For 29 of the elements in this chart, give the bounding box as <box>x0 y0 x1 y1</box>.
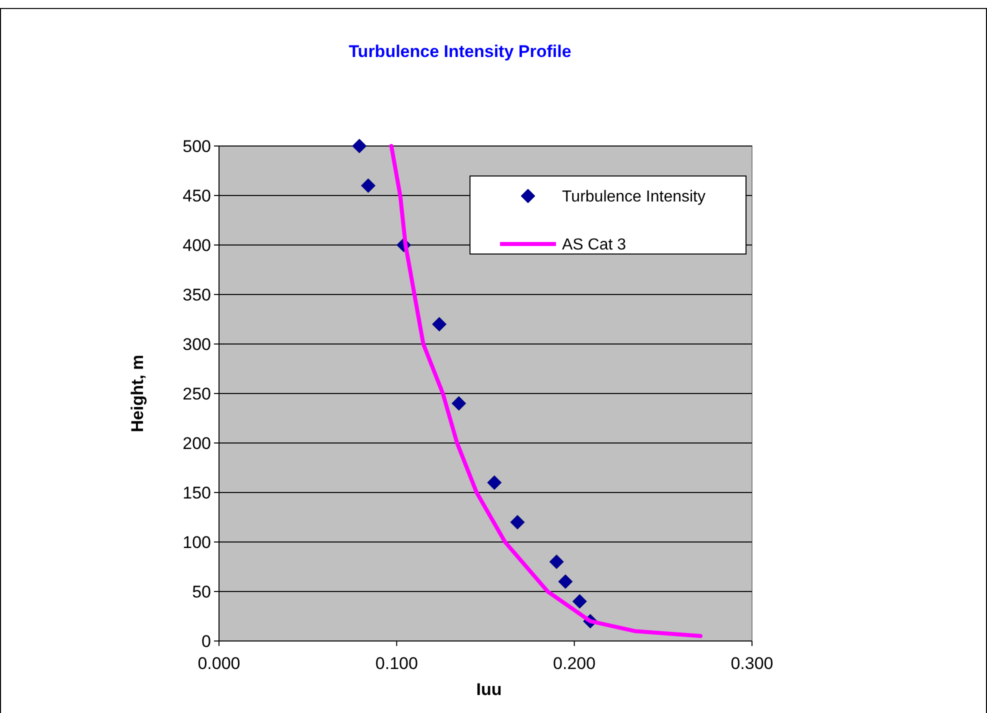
x-tick-label: 0.000 <box>198 654 240 673</box>
point <box>549 554 564 570</box>
x-tick-label: 0.300 <box>730 654 774 673</box>
legend-label: Turbulence Intensity <box>562 188 706 206</box>
point <box>360 178 376 193</box>
y-tick-label: 50 <box>192 582 211 602</box>
chart-title: Turbulence Intensity Profile <box>348 42 572 61</box>
y-tick-label: 500 <box>182 136 211 156</box>
point <box>452 396 466 411</box>
x-tick-label: 0.100 <box>375 654 418 673</box>
y-axis-title: Height, m <box>128 354 147 432</box>
point <box>432 316 447 332</box>
x-axis-title: Iuu <box>476 680 502 699</box>
point <box>487 475 502 490</box>
y-tick-label: 0 <box>202 632 211 651</box>
point <box>572 594 587 609</box>
y-tick-label: 450 <box>182 186 211 206</box>
x-tick-label: 0.200 <box>553 654 596 673</box>
point <box>558 574 573 589</box>
y-tick-label: 150 <box>182 483 211 502</box>
y-tick-label: 400 <box>182 236 211 255</box>
legend-label: AS Cat 3 <box>562 236 626 254</box>
y-tick-label: 250 <box>182 384 211 404</box>
point <box>510 514 525 530</box>
y-tick-label: 100 <box>182 532 211 552</box>
point <box>352 138 367 154</box>
y-tick-label: 300 <box>182 334 211 354</box>
y-tick-label: 200 <box>182 434 211 453</box>
y-tick-label: 350 <box>182 285 211 304</box>
